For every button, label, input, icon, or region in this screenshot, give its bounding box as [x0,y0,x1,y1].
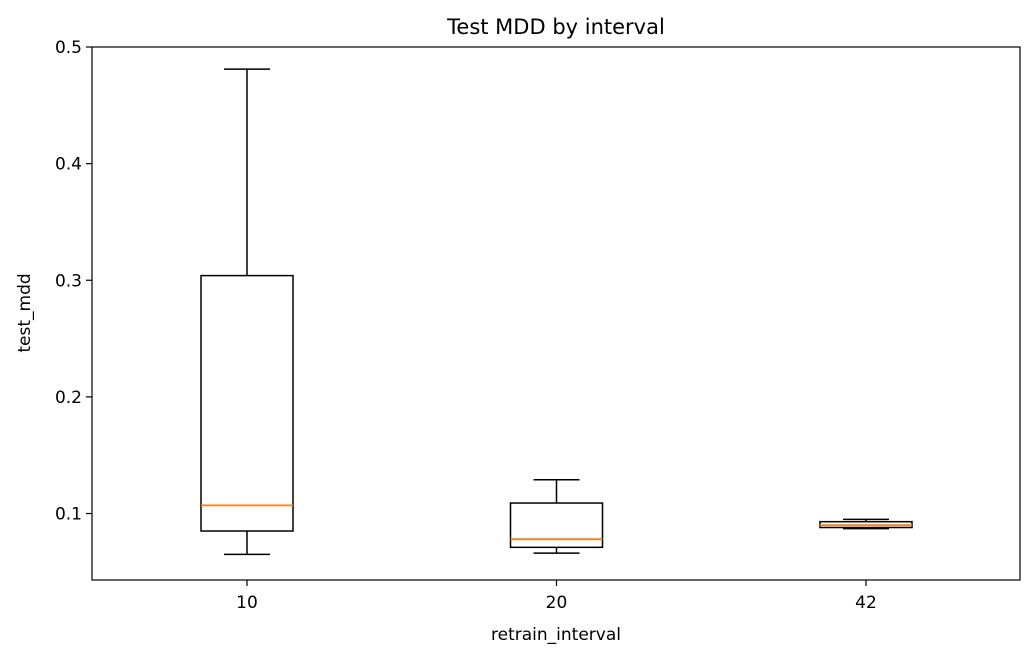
iqr-box [200,274,294,532]
y-tick-label: 0.1 [55,505,82,525]
axis-ticks: 0.1 0.2 0.3 0.4 0.5 10 20 42 [55,38,877,613]
iqr-box [509,502,604,549]
y-tick-label: 0.5 [55,38,82,58]
y-tick-label: 0.2 [55,388,82,408]
x-tick-label: 20 [546,593,568,613]
y-axis-label: test_mdd [15,273,35,352]
chart-title: Test MDD by interval [446,15,665,39]
x-tick-label: 10 [236,593,258,613]
x-axis-label: retrain_interval [491,625,621,645]
y-tick-label: 0.4 [55,155,82,175]
box-42 [819,518,913,530]
box-20 [509,478,604,554]
x-tick-label: 42 [855,593,877,613]
y-tick-label: 0.3 [55,271,82,291]
box-10 [200,68,294,556]
boxes-group [200,68,913,556]
